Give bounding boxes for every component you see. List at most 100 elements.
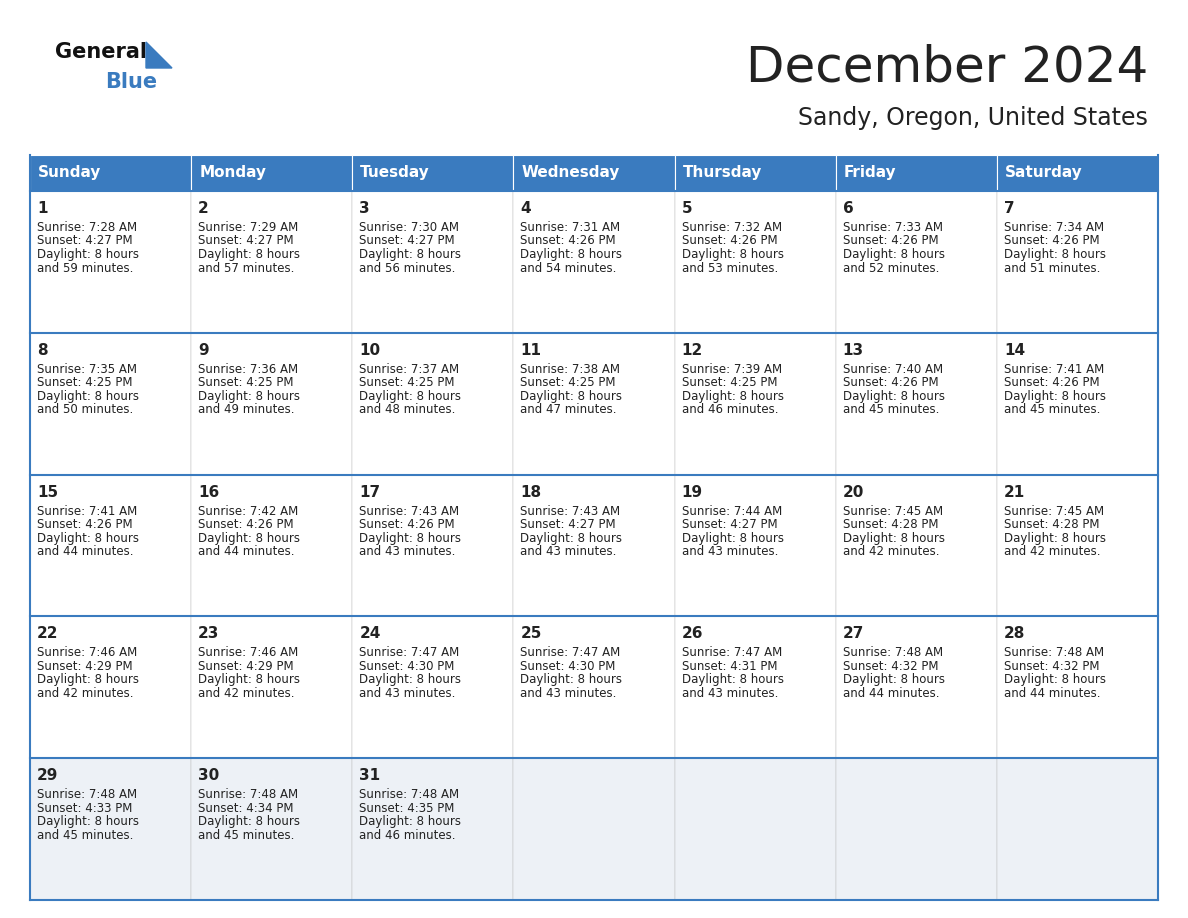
Text: 7: 7: [1004, 201, 1015, 216]
Text: Sunset: 4:32 PM: Sunset: 4:32 PM: [1004, 660, 1099, 673]
Bar: [513, 475, 675, 616]
Text: Sunrise: 7:41 AM: Sunrise: 7:41 AM: [37, 505, 138, 518]
Text: Sunset: 4:33 PM: Sunset: 4:33 PM: [37, 801, 132, 814]
Text: Daylight: 8 hours: Daylight: 8 hours: [359, 248, 461, 261]
Bar: [191, 191, 353, 333]
Text: Sunrise: 7:47 AM: Sunrise: 7:47 AM: [359, 646, 460, 659]
Text: 12: 12: [682, 342, 703, 358]
Text: December 2024: December 2024: [746, 44, 1148, 92]
Text: General: General: [55, 42, 147, 62]
Text: Sunrise: 7:33 AM: Sunrise: 7:33 AM: [842, 221, 943, 234]
Text: Sunrise: 7:46 AM: Sunrise: 7:46 AM: [198, 646, 298, 659]
Bar: [30, 475, 191, 616]
Text: and 42 minutes.: and 42 minutes.: [198, 687, 295, 700]
Text: Sunrise: 7:34 AM: Sunrise: 7:34 AM: [1004, 221, 1104, 234]
Text: Sunrise: 7:47 AM: Sunrise: 7:47 AM: [520, 646, 620, 659]
Bar: [513, 333, 675, 475]
Text: 29: 29: [37, 768, 58, 783]
Text: Sunset: 4:26 PM: Sunset: 4:26 PM: [842, 376, 939, 389]
Text: Sunset: 4:31 PM: Sunset: 4:31 PM: [682, 660, 777, 673]
Bar: [191, 155, 353, 191]
Bar: [353, 758, 513, 900]
Text: Sunrise: 7:47 AM: Sunrise: 7:47 AM: [682, 646, 782, 659]
Bar: [30, 191, 191, 333]
Text: Sunrise: 7:44 AM: Sunrise: 7:44 AM: [682, 505, 782, 518]
Text: Daylight: 8 hours: Daylight: 8 hours: [1004, 674, 1106, 687]
Text: 9: 9: [198, 342, 209, 358]
Text: Sunset: 4:32 PM: Sunset: 4:32 PM: [842, 660, 939, 673]
Text: and 54 minutes.: and 54 minutes.: [520, 262, 617, 274]
Text: Sunrise: 7:42 AM: Sunrise: 7:42 AM: [198, 505, 298, 518]
Text: Sandy, Oregon, United States: Sandy, Oregon, United States: [798, 106, 1148, 130]
Text: Sunrise: 7:36 AM: Sunrise: 7:36 AM: [198, 363, 298, 375]
Text: and 44 minutes.: and 44 minutes.: [198, 545, 295, 558]
Text: Daylight: 8 hours: Daylight: 8 hours: [198, 815, 301, 828]
Text: Sunrise: 7:35 AM: Sunrise: 7:35 AM: [37, 363, 137, 375]
Bar: [191, 616, 353, 758]
Text: Daylight: 8 hours: Daylight: 8 hours: [37, 674, 139, 687]
Text: and 47 minutes.: and 47 minutes.: [520, 403, 617, 416]
Text: Sunset: 4:25 PM: Sunset: 4:25 PM: [198, 376, 293, 389]
Text: 23: 23: [198, 626, 220, 642]
Text: Sunset: 4:26 PM: Sunset: 4:26 PM: [359, 518, 455, 532]
Text: Daylight: 8 hours: Daylight: 8 hours: [1004, 390, 1106, 403]
Text: Daylight: 8 hours: Daylight: 8 hours: [842, 390, 944, 403]
Bar: [353, 333, 513, 475]
Text: Sunset: 4:27 PM: Sunset: 4:27 PM: [359, 234, 455, 248]
Text: and 51 minutes.: and 51 minutes.: [1004, 262, 1100, 274]
Text: Daylight: 8 hours: Daylight: 8 hours: [682, 390, 784, 403]
Text: and 45 minutes.: and 45 minutes.: [842, 403, 939, 416]
Text: 13: 13: [842, 342, 864, 358]
Text: and 43 minutes.: and 43 minutes.: [359, 545, 456, 558]
Text: Sunrise: 7:46 AM: Sunrise: 7:46 AM: [37, 646, 138, 659]
Text: Sunrise: 7:30 AM: Sunrise: 7:30 AM: [359, 221, 460, 234]
Text: Wednesday: Wednesday: [522, 165, 620, 181]
Text: and 50 minutes.: and 50 minutes.: [37, 403, 133, 416]
Text: Daylight: 8 hours: Daylight: 8 hours: [842, 248, 944, 261]
Bar: [353, 191, 513, 333]
Text: Sunrise: 7:45 AM: Sunrise: 7:45 AM: [842, 505, 943, 518]
Text: and 46 minutes.: and 46 minutes.: [359, 829, 456, 842]
Text: and 43 minutes.: and 43 minutes.: [520, 687, 617, 700]
Text: Daylight: 8 hours: Daylight: 8 hours: [198, 248, 301, 261]
Text: Sunset: 4:27 PM: Sunset: 4:27 PM: [520, 518, 617, 532]
Text: Sunset: 4:28 PM: Sunset: 4:28 PM: [1004, 518, 1099, 532]
Text: Sunrise: 7:48 AM: Sunrise: 7:48 AM: [359, 789, 460, 801]
Text: 10: 10: [359, 342, 380, 358]
Text: Daylight: 8 hours: Daylight: 8 hours: [359, 390, 461, 403]
Text: Sunrise: 7:48 AM: Sunrise: 7:48 AM: [198, 789, 298, 801]
Text: and 45 minutes.: and 45 minutes.: [37, 829, 133, 842]
Text: Sunset: 4:28 PM: Sunset: 4:28 PM: [842, 518, 939, 532]
Text: Sunday: Sunday: [38, 165, 101, 181]
Bar: [513, 758, 675, 900]
Text: and 53 minutes.: and 53 minutes.: [682, 262, 778, 274]
Text: Sunset: 4:25 PM: Sunset: 4:25 PM: [682, 376, 777, 389]
Text: 11: 11: [520, 342, 542, 358]
Text: Daylight: 8 hours: Daylight: 8 hours: [520, 532, 623, 544]
Bar: [675, 155, 835, 191]
Text: 20: 20: [842, 485, 864, 499]
Text: Sunrise: 7:31 AM: Sunrise: 7:31 AM: [520, 221, 620, 234]
Text: Daylight: 8 hours: Daylight: 8 hours: [1004, 532, 1106, 544]
Text: 1: 1: [37, 201, 48, 216]
Text: 24: 24: [359, 626, 380, 642]
Bar: [191, 475, 353, 616]
Bar: [835, 155, 997, 191]
Text: Sunset: 4:26 PM: Sunset: 4:26 PM: [1004, 234, 1099, 248]
Text: and 42 minutes.: and 42 minutes.: [1004, 545, 1100, 558]
Text: Daylight: 8 hours: Daylight: 8 hours: [37, 815, 139, 828]
Bar: [997, 155, 1158, 191]
Text: Sunset: 4:26 PM: Sunset: 4:26 PM: [842, 234, 939, 248]
Bar: [675, 333, 835, 475]
Text: 4: 4: [520, 201, 531, 216]
Bar: [513, 616, 675, 758]
Text: Daylight: 8 hours: Daylight: 8 hours: [37, 248, 139, 261]
Text: Sunset: 4:35 PM: Sunset: 4:35 PM: [359, 801, 455, 814]
Bar: [30, 333, 191, 475]
Text: and 46 minutes.: and 46 minutes.: [682, 403, 778, 416]
Text: and 42 minutes.: and 42 minutes.: [842, 545, 940, 558]
Bar: [353, 475, 513, 616]
Text: Saturday: Saturday: [1005, 165, 1082, 181]
Bar: [835, 475, 997, 616]
Text: Sunset: 4:30 PM: Sunset: 4:30 PM: [520, 660, 615, 673]
